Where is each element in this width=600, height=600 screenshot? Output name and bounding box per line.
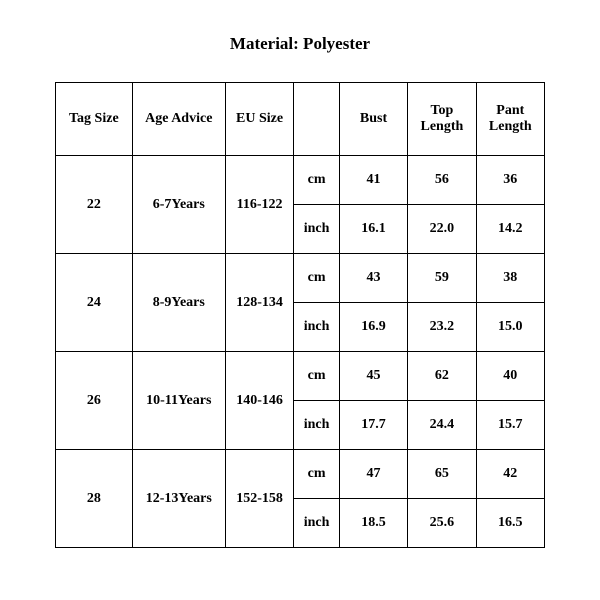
cell-pant_length-inch: 15.0	[476, 303, 544, 352]
material-title: Material: Polyester	[0, 0, 600, 82]
cell-tag-size: 22	[56, 156, 133, 254]
cell-unit-inch: inch	[294, 401, 340, 450]
cell-pant_length-inch: 14.2	[476, 205, 544, 254]
cell-pant_length-cm: 42	[476, 450, 544, 499]
cell-unit-inch: inch	[294, 499, 340, 548]
cell-eu-size: 116-122	[225, 156, 293, 254]
cell-top_length-inch: 22.0	[408, 205, 476, 254]
cell-age-advice: 6-7Years	[132, 156, 225, 254]
table-row: 226-7Years116-122cm415636	[56, 156, 545, 205]
cell-unit-inch: inch	[294, 303, 340, 352]
cell-tag-size: 24	[56, 254, 133, 352]
cell-bust-cm: 41	[339, 156, 407, 205]
col-pant-length-l1: Pant	[477, 103, 544, 119]
col-top-length-l1: Top	[408, 103, 475, 119]
cell-top_length-cm: 59	[408, 254, 476, 303]
cell-unit-cm: cm	[294, 450, 340, 499]
col-unit	[294, 83, 340, 156]
cell-bust-inch: 17.7	[339, 401, 407, 450]
cell-pant_length-inch: 15.7	[476, 401, 544, 450]
cell-pant_length-cm: 40	[476, 352, 544, 401]
cell-pant_length-inch: 16.5	[476, 499, 544, 548]
size-chart-page: { "title": "Material: Polyester", "table…	[0, 0, 600, 600]
col-age-advice: Age Advice	[132, 83, 225, 156]
table-row: 248-9Years128-134cm435938	[56, 254, 545, 303]
cell-pant_length-cm: 36	[476, 156, 544, 205]
cell-pant_length-cm: 38	[476, 254, 544, 303]
cell-tag-size: 28	[56, 450, 133, 548]
cell-tag-size: 26	[56, 352, 133, 450]
cell-top_length-inch: 24.4	[408, 401, 476, 450]
cell-unit-cm: cm	[294, 156, 340, 205]
table-row: 2812-13Years152-158cm476542	[56, 450, 545, 499]
col-eu-size: EU Size	[225, 83, 293, 156]
cell-bust-cm: 45	[339, 352, 407, 401]
cell-top_length-inch: 23.2	[408, 303, 476, 352]
cell-top_length-inch: 25.6	[408, 499, 476, 548]
col-tag-size: Tag Size	[56, 83, 133, 156]
table-header-row: Tag Size Age Advice EU Size Bust Top Len…	[56, 83, 545, 156]
cell-top_length-cm: 56	[408, 156, 476, 205]
cell-bust-cm: 43	[339, 254, 407, 303]
col-pant-length: Pant Length	[476, 83, 544, 156]
col-pant-length-l2: Length	[477, 119, 544, 135]
cell-unit-inch: inch	[294, 205, 340, 254]
size-table: Tag Size Age Advice EU Size Bust Top Len…	[55, 82, 545, 548]
cell-bust-cm: 47	[339, 450, 407, 499]
col-bust: Bust	[339, 83, 407, 156]
cell-top_length-cm: 65	[408, 450, 476, 499]
cell-top_length-cm: 62	[408, 352, 476, 401]
cell-bust-inch: 18.5	[339, 499, 407, 548]
cell-bust-inch: 16.9	[339, 303, 407, 352]
table-row: 2610-11Years140-146cm456240	[56, 352, 545, 401]
cell-age-advice: 8-9Years	[132, 254, 225, 352]
size-table-body: 226-7Years116-122cm415636inch16.122.014.…	[56, 156, 545, 548]
cell-bust-inch: 16.1	[339, 205, 407, 254]
cell-age-advice: 10-11Years	[132, 352, 225, 450]
cell-unit-cm: cm	[294, 352, 340, 401]
cell-eu-size: 152-158	[225, 450, 293, 548]
col-top-length-l2: Length	[408, 119, 475, 135]
cell-eu-size: 140-146	[225, 352, 293, 450]
cell-age-advice: 12-13Years	[132, 450, 225, 548]
cell-eu-size: 128-134	[225, 254, 293, 352]
cell-unit-cm: cm	[294, 254, 340, 303]
col-top-length: Top Length	[408, 83, 476, 156]
